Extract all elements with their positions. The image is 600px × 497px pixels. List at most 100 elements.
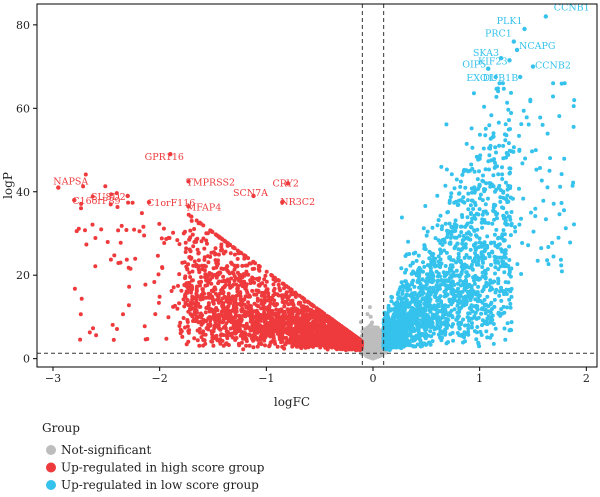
- data-point: [202, 263, 207, 268]
- data-point: [298, 341, 303, 346]
- data-point: [321, 331, 325, 336]
- data-point: [326, 320, 331, 325]
- data-point: [215, 338, 220, 343]
- data-point: [250, 267, 255, 271]
- data-point: [494, 187, 499, 192]
- data-point: [94, 333, 99, 338]
- data-point: [248, 278, 253, 283]
- data-point: [259, 293, 264, 298]
- data-point: [329, 342, 334, 347]
- data-point: [450, 315, 455, 320]
- data-point: [275, 329, 280, 334]
- data-point: [468, 203, 473, 208]
- data-point: [317, 308, 322, 313]
- data-point: [91, 326, 95, 331]
- data-point: [439, 250, 443, 255]
- data-point: [272, 302, 277, 307]
- data-point: [115, 327, 119, 331]
- data-point: [260, 281, 265, 286]
- data-point: [428, 329, 433, 334]
- data-point: [474, 262, 479, 267]
- data-point: [183, 325, 187, 330]
- data-point: [247, 326, 252, 331]
- data-point: [490, 249, 495, 254]
- data-point: [504, 210, 509, 215]
- data-point: [239, 303, 244, 308]
- data-point: [186, 329, 191, 334]
- data-point: [274, 307, 279, 312]
- data-point: [254, 330, 259, 334]
- data-point: [283, 314, 288, 319]
- data-point: [126, 200, 131, 205]
- data-point: [118, 260, 123, 265]
- data-point: [79, 296, 84, 301]
- data-point: [366, 353, 371, 358]
- data-point: [198, 280, 203, 284]
- data-point: [424, 233, 429, 238]
- data-point: [403, 270, 407, 275]
- data-point: [305, 326, 310, 331]
- data-point: [324, 313, 329, 318]
- data-point: [449, 324, 454, 329]
- data-point: [241, 347, 246, 352]
- data-point: [475, 177, 480, 182]
- data-point: [234, 293, 239, 298]
- data-point: [205, 325, 210, 330]
- data-point: [473, 246, 478, 251]
- data-point: [267, 329, 272, 334]
- data-point: [433, 264, 438, 269]
- data-point: [485, 335, 490, 340]
- data-point: [164, 336, 169, 341]
- data-point: [200, 287, 205, 292]
- data-point: [449, 301, 454, 306]
- data-point: [217, 235, 222, 240]
- data-point: [209, 281, 214, 286]
- data-point: [190, 232, 195, 237]
- data-point: [236, 341, 241, 346]
- data-point: [278, 325, 283, 330]
- data-point: [193, 306, 198, 310]
- data-point: [473, 203, 478, 208]
- data-point: [493, 290, 498, 295]
- data-point: [124, 228, 129, 232]
- data-point: [368, 327, 373, 332]
- data-point: [282, 304, 287, 309]
- data-point: [124, 257, 129, 262]
- data-point: [220, 301, 225, 305]
- data-point: [449, 172, 454, 177]
- data-point: [256, 289, 261, 294]
- data-point: [378, 328, 383, 333]
- data-point: [196, 258, 201, 263]
- data-point: [315, 336, 320, 341]
- data-point: [445, 279, 450, 284]
- data-point: [350, 339, 355, 344]
- data-point: [181, 231, 186, 236]
- data-point: [479, 307, 484, 311]
- data-point: [159, 236, 164, 241]
- data-point: [287, 338, 292, 343]
- data-point: [443, 264, 448, 268]
- data-point: [229, 276, 234, 281]
- data-point: [482, 104, 487, 109]
- data-point: [235, 322, 240, 327]
- data-point: [231, 282, 236, 287]
- data-point: [267, 305, 272, 310]
- data-point: [455, 331, 460, 335]
- data-point: [494, 150, 498, 155]
- data-point: [216, 252, 221, 257]
- data-point: [259, 298, 264, 303]
- data-point: [195, 247, 200, 252]
- data-point: [247, 343, 252, 348]
- data-point: [439, 164, 444, 169]
- data-point: [435, 223, 440, 228]
- data-point: [199, 275, 203, 280]
- data-point: [504, 133, 509, 138]
- data-point: [376, 340, 381, 345]
- data-point: [235, 264, 240, 269]
- data-point: [192, 259, 197, 264]
- data-point: [476, 245, 481, 249]
- data-point: [137, 229, 142, 234]
- data-point: [283, 341, 288, 346]
- data-point: [251, 345, 256, 350]
- data-point: [201, 329, 206, 334]
